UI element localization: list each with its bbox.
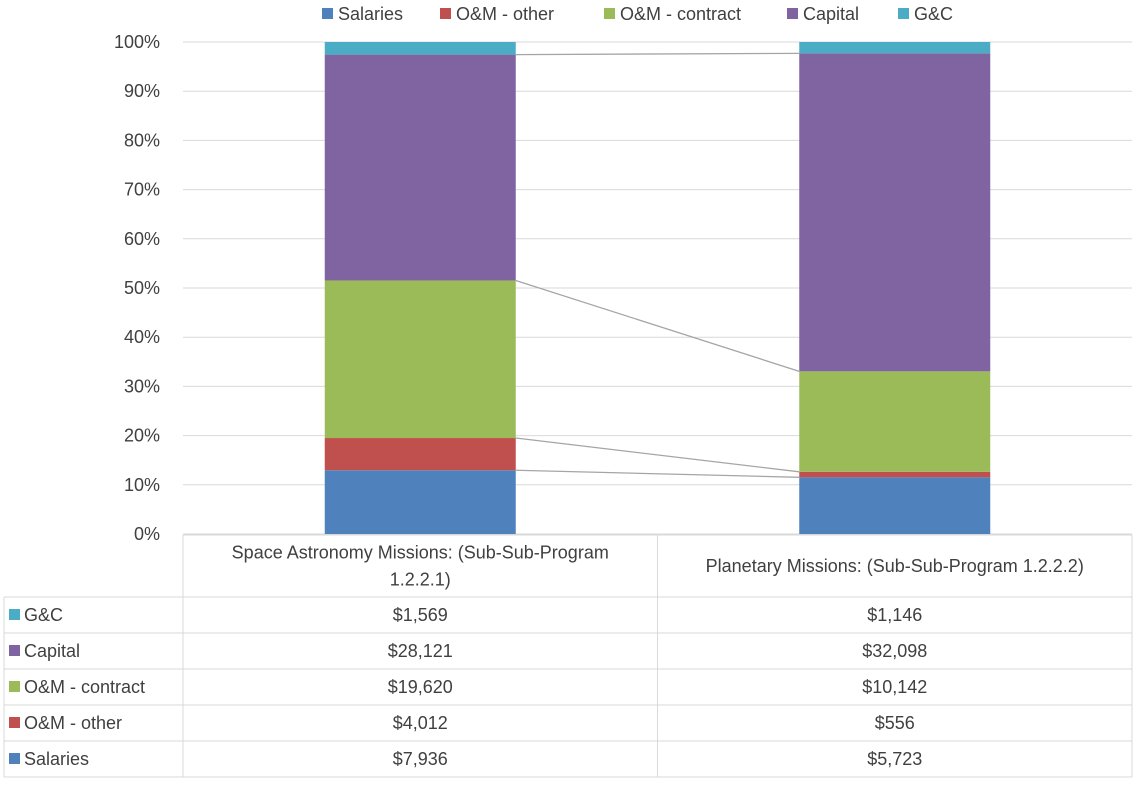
legend-swatch: [898, 8, 909, 19]
series-line: [515, 437, 800, 473]
table-header-category: Space Astronomy Missions: (Sub-Sub-Progr…: [232, 543, 609, 563]
table-row-label: Capital: [24, 641, 80, 661]
bar-segment-capital: [324, 54, 516, 281]
bar-segment-salaries: [799, 477, 991, 534]
table-cell-value: $19,620: [388, 677, 453, 697]
table-cell-value: $4,012: [393, 713, 448, 733]
series-line: [515, 469, 800, 478]
table-legend-key: [9, 753, 20, 764]
legend-label: Salaries: [338, 4, 403, 24]
legend-label: O&M - other: [456, 4, 554, 24]
y-tick-label: 40%: [124, 327, 160, 347]
bar-segment-o-m-other: [324, 438, 516, 471]
y-tick-label: 60%: [124, 229, 160, 249]
y-tick-label: 80%: [124, 130, 160, 150]
table-cell-value: $5,723: [867, 749, 922, 769]
bar-segment-salaries: [324, 470, 516, 534]
y-tick-label: 30%: [124, 376, 160, 396]
table-cell-value: $556: [875, 713, 915, 733]
legend-label: O&M - contract: [620, 4, 741, 24]
bar-segment-o-m-other: [799, 471, 991, 478]
bar-segment-g-c: [799, 42, 991, 54]
legend-swatch: [440, 8, 451, 19]
table-legend-key: [9, 717, 20, 728]
series-line: [515, 52, 800, 56]
table-header-category: 1.2.2.1): [390, 570, 451, 590]
table-cell-value: $28,121: [388, 641, 453, 661]
legend-label: Capital: [803, 4, 859, 24]
bar-segment-o-m-contract: [799, 371, 991, 472]
table-cell-value: $1,569: [393, 605, 448, 625]
y-tick-label: 20%: [124, 426, 160, 446]
y-tick-label: 0%: [134, 524, 160, 544]
legend-label: G&C: [914, 4, 953, 24]
y-tick-label: 10%: [124, 475, 160, 495]
table-row-label: G&C: [24, 605, 63, 625]
y-tick-label: 100%: [114, 32, 160, 52]
table-legend-key: [9, 681, 20, 692]
table-legend-key: [9, 645, 20, 656]
legend-swatch: [604, 8, 615, 19]
table-cell-value: $1,146: [867, 605, 922, 625]
table-row-label: O&M - contract: [24, 677, 145, 697]
table-legend-key: [9, 609, 20, 620]
table-cell-value: $32,098: [862, 641, 927, 661]
table-cell-value: $7,936: [393, 749, 448, 769]
y-tick-label: 70%: [124, 180, 160, 200]
bar-segment-capital: [799, 53, 991, 372]
table-cell-value: $10,142: [862, 677, 927, 697]
bar-segment-o-m-contract: [324, 280, 516, 439]
y-tick-label: 50%: [124, 278, 160, 298]
bar-segment-g-c: [324, 42, 516, 55]
legend-swatch: [787, 8, 798, 19]
table-row-label: Salaries: [24, 749, 89, 769]
table-row-label: O&M - other: [24, 713, 122, 733]
series-line: [515, 279, 800, 372]
table-header-category: Planetary Missions: (Sub-Sub-Program 1.2…: [706, 556, 1084, 576]
legend-swatch: [322, 8, 333, 19]
y-tick-label: 90%: [124, 81, 160, 101]
